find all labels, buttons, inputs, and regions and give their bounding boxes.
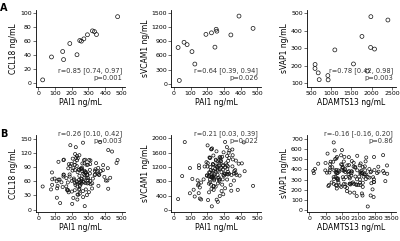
X-axis label: PAI1 ng/mL: PAI1 ng/mL [195, 223, 237, 232]
Point [60, 173, 67, 177]
Point [353, 182, 360, 186]
Point [371, 177, 377, 181]
Point [70, 196, 76, 200]
Point [216, 155, 223, 159]
Point [359, 192, 365, 195]
Point [61, 158, 67, 161]
Point [187, 191, 193, 195]
Point [351, 182, 357, 186]
Point [363, 156, 370, 160]
Text: r=0.78 [0.42, 0.98]
p=0.003: r=0.78 [0.42, 0.98] p=0.003 [329, 67, 393, 81]
Point [77, 181, 84, 184]
Point [196, 163, 202, 167]
Point [334, 177, 341, 181]
Point [345, 172, 352, 176]
Point [348, 171, 355, 175]
Point [214, 173, 221, 177]
Point [85, 176, 91, 180]
Point [84, 173, 90, 176]
Point [109, 150, 115, 154]
Point [357, 181, 363, 185]
Point [359, 171, 365, 175]
Point [82, 158, 88, 162]
Text: r=0.26 [0.10, 0.42]
p=0.003: r=0.26 [0.10, 0.42] p=0.003 [58, 130, 122, 144]
Point [233, 159, 239, 162]
Point [58, 180, 65, 184]
Point [209, 204, 215, 208]
Point [366, 176, 372, 180]
Point [68, 179, 75, 183]
Point [212, 45, 218, 49]
Point [382, 179, 388, 183]
Point [87, 172, 93, 175]
Point [54, 196, 60, 200]
Point [65, 181, 71, 184]
Point [327, 162, 333, 166]
Point [64, 188, 70, 192]
Point [339, 163, 346, 167]
Point [354, 194, 360, 198]
Point [384, 172, 390, 176]
Point [350, 181, 356, 184]
Point [232, 168, 238, 172]
Point [334, 155, 340, 159]
Point [210, 176, 217, 180]
Point [368, 170, 374, 174]
Point [350, 165, 357, 169]
Point [210, 162, 216, 166]
Point [74, 198, 80, 201]
Point [93, 161, 99, 165]
Point [385, 18, 391, 22]
Point [84, 163, 90, 167]
Point [357, 170, 364, 174]
Point [342, 168, 348, 172]
Point [87, 179, 93, 183]
Point [236, 174, 243, 178]
Point [222, 140, 228, 144]
Point [72, 181, 78, 185]
Point [360, 181, 366, 185]
Point [224, 145, 230, 149]
Point [326, 171, 332, 174]
Point [197, 186, 203, 189]
Point [204, 161, 211, 165]
Point [228, 173, 235, 177]
Point [213, 158, 219, 162]
Point [90, 177, 96, 181]
Point [226, 172, 232, 176]
Point [205, 198, 211, 202]
Point [74, 53, 80, 57]
Point [92, 173, 98, 176]
Point [374, 171, 380, 175]
Point [338, 185, 344, 189]
Point [350, 62, 357, 66]
Point [327, 168, 333, 172]
Point [216, 178, 223, 181]
Point [210, 169, 217, 173]
Point [92, 173, 98, 177]
Point [371, 168, 378, 172]
Point [212, 170, 219, 174]
Point [54, 179, 60, 183]
Point [206, 190, 212, 194]
Point [196, 191, 202, 195]
Point [356, 163, 363, 167]
Point [214, 169, 221, 173]
Point [208, 176, 215, 180]
Point [352, 166, 358, 169]
Point [113, 161, 120, 165]
Point [72, 163, 78, 167]
Point [218, 170, 225, 174]
Point [339, 148, 345, 152]
Text: A: A [0, 3, 8, 13]
Point [211, 178, 217, 182]
Point [72, 188, 78, 192]
Point [230, 153, 236, 157]
Point [210, 162, 216, 166]
Point [325, 74, 331, 78]
Point [208, 147, 214, 151]
Point [361, 172, 368, 176]
X-axis label: ADAMTS13 ng/mL: ADAMTS13 ng/mL [317, 223, 386, 232]
Point [72, 168, 78, 172]
Point [241, 141, 247, 144]
